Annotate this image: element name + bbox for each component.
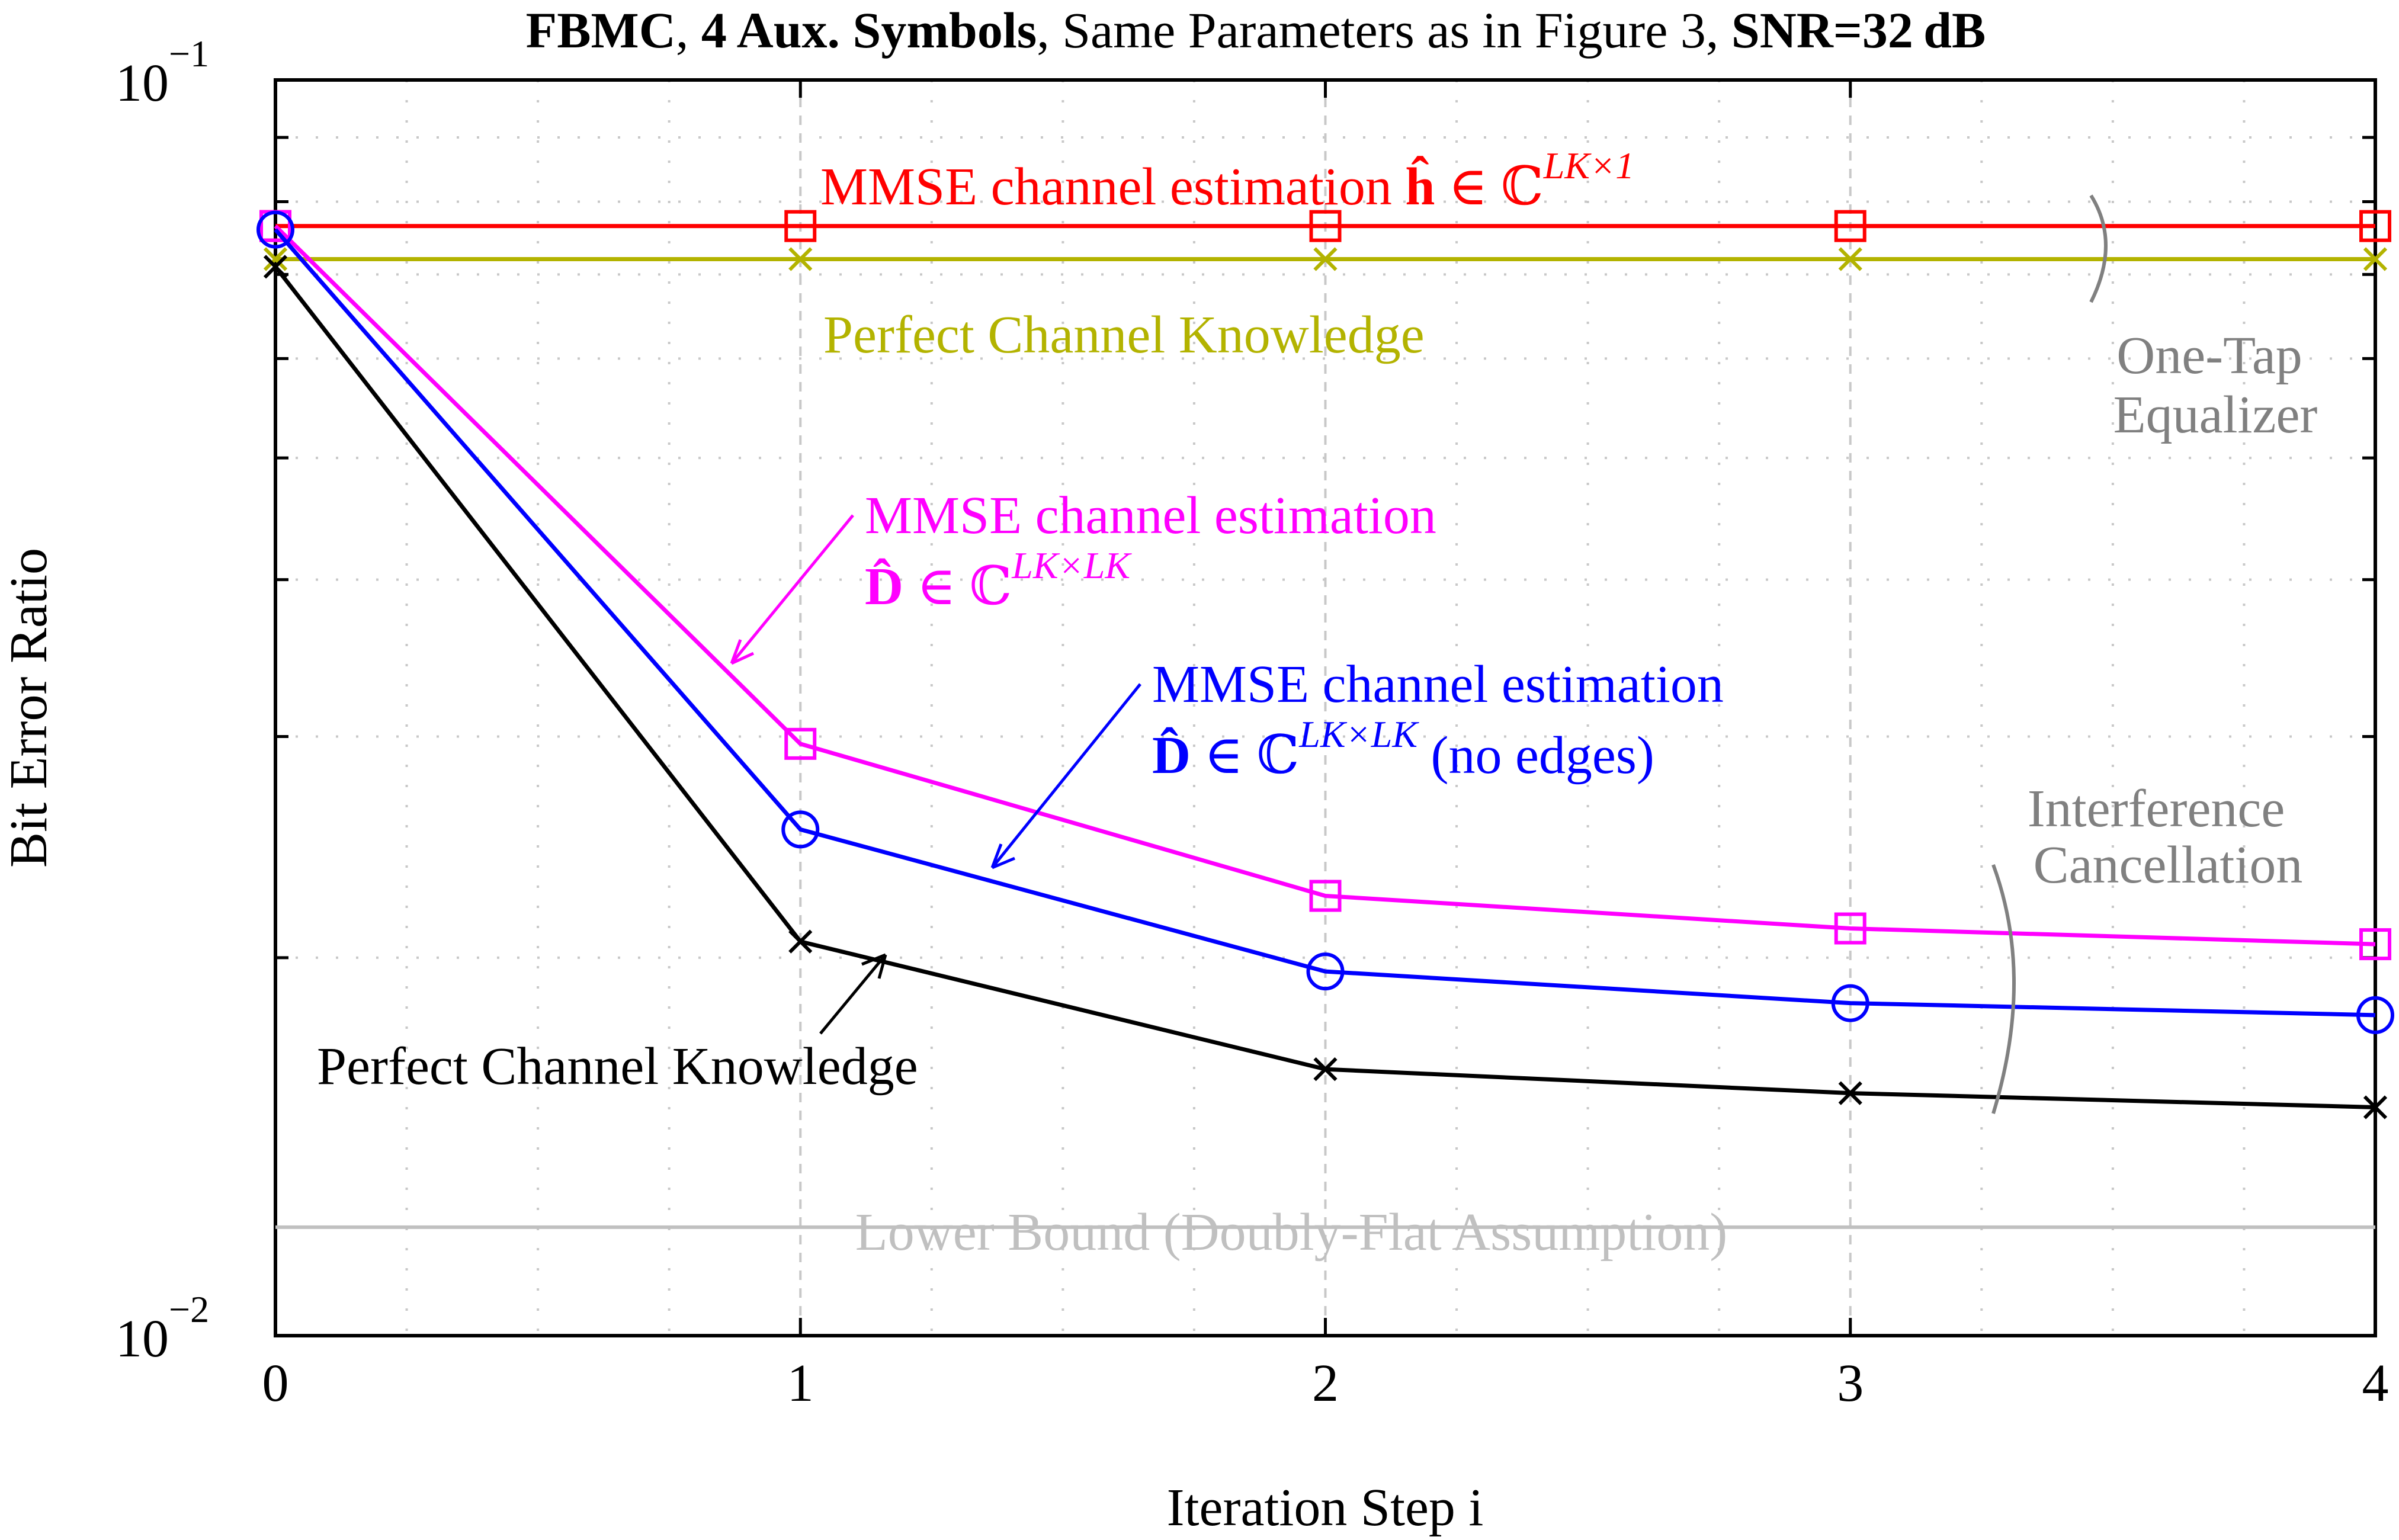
marker-onetap-mmse-3 (1834, 210, 1866, 242)
label-ic-noedges-line1: MMSE channel estimation (1152, 655, 1724, 714)
x-tick-label-1: 1 (787, 1354, 814, 1413)
marker-ic-mmse-1 (784, 727, 817, 760)
y-tick-label-1: 10−2 (116, 1288, 209, 1368)
arrowhead-ic-mmse (730, 639, 755, 665)
chart-title: FBMC, 4 Aux. Symbols, Same Parameters as… (526, 2, 1986, 59)
marker-ic-mmse-noedges-4 (2356, 996, 2394, 1034)
label-ic-perfect: Perfect Channel Knowledge (317, 1037, 918, 1096)
annotations: MMSE channel estimation ĥ ∈ ℂLK×1 Perfec… (317, 145, 2317, 1262)
marker-onetap-perfect-3 (1838, 247, 1862, 271)
arrow-ic-noedges (991, 683, 1141, 869)
marker-ic-mmse-noedges-3 (1831, 984, 1869, 1022)
marker-ic-perfect-0 (263, 255, 288, 279)
marker-ic-perfect-4 (2363, 1095, 2388, 1119)
title-part-4: SNR=32 dB (1731, 2, 1986, 59)
label-lower-bound: Lower Bound (Doubly-Flat Assumption) (855, 1203, 1727, 1262)
arrowhead-ic-noedges (990, 843, 1015, 870)
gridlines (275, 80, 2375, 1336)
marker-ic-perfect-1 (788, 929, 813, 954)
marker-ic-mmse-noedges-2 (1306, 952, 1345, 991)
arrow-ic-perfect (819, 954, 887, 1035)
label-onetap-group-line2: Equalizer (2113, 386, 2318, 444)
marker-onetap-perfect-2 (1313, 247, 1338, 271)
marker-ic-perfect-3 (1838, 1081, 1862, 1105)
x-tick-label-0: 0 (262, 1354, 289, 1413)
y-axis-label: Bit Error Ratio (0, 548, 58, 868)
title-part-1: , (676, 2, 701, 59)
ic-brace (1991, 864, 2016, 1114)
marker-ic-mmse-4 (2359, 928, 2391, 961)
label-onetap-mmse: MMSE channel estimation ĥ ∈ ℂLK×1 (820, 145, 1634, 216)
marker-ic-perfect-2 (1313, 1057, 1338, 1082)
marker-onetap-mmse-2 (1309, 210, 1342, 242)
marker-ic-mmse-noedges-0 (256, 210, 294, 249)
marker-onetap-perfect-1 (788, 247, 813, 271)
axis-ticks: 0 1 2 3 4 10−1 10−2 (116, 33, 2389, 1413)
x-tick-label-2: 2 (1312, 1354, 1339, 1413)
arrowhead-ic-perfect (861, 953, 887, 979)
series-layer (256, 210, 2394, 1229)
x-axis-label: Iteration Step i (1167, 1478, 1484, 1537)
onetap-brace (2089, 194, 2108, 303)
series-line-ic-mmse-noedges (274, 228, 2376, 1018)
x-tick-label-3: 3 (1837, 1354, 1864, 1413)
title-part-3: , Same Parameters as in Figure 3, (1037, 2, 1731, 59)
x-tick-label-4: 4 (2362, 1354, 2389, 1413)
label-ic-mmse-line2: D̂ ∈ ℂLK×LK (865, 544, 1132, 616)
title-part-2: 4 Aux. Symbols (701, 2, 1037, 59)
series-line-ic-mmse (274, 224, 2376, 947)
label-ic-mmse-line1: MMSE channel estimation (865, 486, 1436, 545)
marker-onetap-perfect-0 (263, 247, 288, 271)
marker-ic-mmse-noedges-1 (781, 810, 820, 849)
marker-onetap-perfect-4 (2363, 247, 2388, 271)
label-onetap-group-line1: One-Tap (2116, 326, 2302, 385)
label-ic-group-line1: Interference (2028, 779, 2285, 838)
marker-ic-mmse-3 (1834, 912, 1866, 945)
label-ic-group-line2: Cancellation (2034, 836, 2303, 894)
marker-ic-mmse-2 (1309, 880, 1342, 912)
y-tick-label-0: 10−1 (116, 33, 209, 113)
label-onetap-perfect: Perfect Channel Knowledge (823, 306, 1425, 364)
marker-onetap-mmse-4 (2359, 210, 2391, 242)
title-part-0: FBMC (526, 2, 676, 59)
arrow-ic-mmse (730, 514, 854, 665)
label-ic-noedges-line2: D̂ ∈ ℂLK×LK (no edges) (1152, 713, 1654, 785)
marker-onetap-mmse-1 (784, 210, 817, 242)
